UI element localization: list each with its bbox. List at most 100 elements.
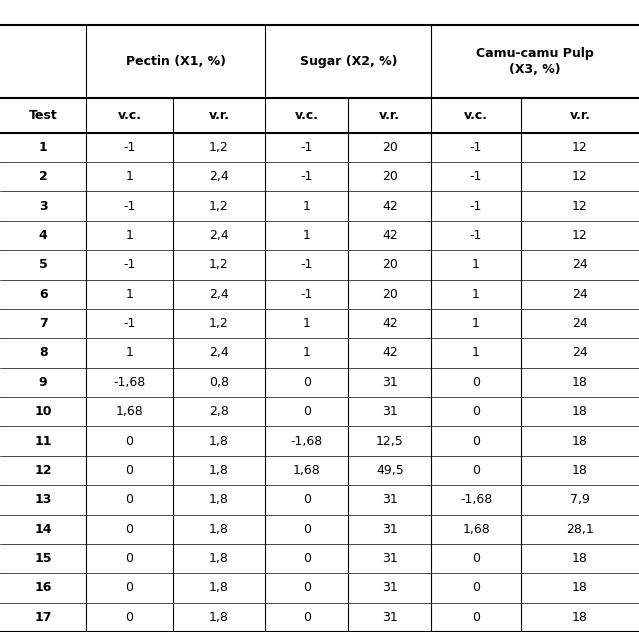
Text: 0: 0	[125, 464, 134, 477]
Text: 12: 12	[572, 141, 588, 154]
Text: 42: 42	[382, 229, 397, 242]
Text: v.r.: v.r.	[569, 109, 590, 122]
Text: 20: 20	[382, 141, 397, 154]
Text: 16: 16	[35, 581, 52, 595]
Text: 14: 14	[35, 523, 52, 536]
Text: -1: -1	[470, 141, 482, 154]
Text: -1: -1	[470, 200, 482, 212]
Text: 0: 0	[472, 435, 480, 447]
Text: 1,8: 1,8	[209, 581, 229, 595]
Text: 1: 1	[303, 317, 311, 330]
Text: 0: 0	[303, 494, 311, 506]
Text: 31: 31	[382, 376, 397, 389]
Text: -1: -1	[123, 258, 135, 271]
Text: -1: -1	[300, 288, 313, 301]
Text: -1: -1	[300, 258, 313, 271]
Text: v.c.: v.c.	[118, 109, 141, 122]
Text: 1: 1	[125, 346, 134, 360]
Text: 0: 0	[303, 581, 311, 595]
Text: 0: 0	[303, 523, 311, 536]
Text: -1,68: -1,68	[291, 435, 323, 447]
Text: 24: 24	[572, 288, 588, 301]
Text: -1,68: -1,68	[460, 494, 492, 506]
Text: 0: 0	[472, 611, 480, 624]
Text: 12: 12	[572, 170, 588, 183]
Text: v.c.: v.c.	[295, 109, 319, 122]
Text: 31: 31	[382, 494, 397, 506]
Text: 5: 5	[39, 258, 47, 271]
Text: 1,68: 1,68	[116, 405, 143, 418]
Text: 6: 6	[39, 288, 47, 301]
Text: 18: 18	[572, 552, 588, 565]
Text: 2,4: 2,4	[209, 288, 229, 301]
Text: 1,2: 1,2	[209, 141, 229, 154]
Text: 10: 10	[35, 405, 52, 418]
Text: 0,8: 0,8	[209, 376, 229, 389]
Text: 1: 1	[303, 229, 311, 242]
Text: 12,5: 12,5	[376, 435, 404, 447]
Text: 0: 0	[125, 523, 134, 536]
Text: 1,2: 1,2	[209, 200, 229, 212]
Text: 18: 18	[572, 435, 588, 447]
Text: 18: 18	[572, 611, 588, 624]
Text: 20: 20	[382, 288, 397, 301]
Text: 0: 0	[125, 581, 134, 595]
Text: -1,68: -1,68	[113, 376, 146, 389]
Text: 12: 12	[35, 464, 52, 477]
Text: 0: 0	[303, 405, 311, 418]
Text: 49,5: 49,5	[376, 464, 404, 477]
Text: -1: -1	[300, 170, 313, 183]
Text: 31: 31	[382, 611, 397, 624]
Text: 9: 9	[39, 376, 47, 389]
Text: 1,68: 1,68	[293, 464, 321, 477]
Text: Test: Test	[29, 109, 58, 122]
Text: -1: -1	[123, 317, 135, 330]
Text: v.c.: v.c.	[464, 109, 488, 122]
Text: -1: -1	[470, 170, 482, 183]
Text: 0: 0	[303, 552, 311, 565]
Text: 0: 0	[472, 581, 480, 595]
Text: 1,8: 1,8	[209, 523, 229, 536]
Text: 24: 24	[572, 317, 588, 330]
Text: 0: 0	[472, 405, 480, 418]
Text: 1: 1	[125, 288, 134, 301]
Text: 0: 0	[125, 494, 134, 506]
Text: v.r.: v.r.	[380, 109, 400, 122]
Text: 1,2: 1,2	[209, 258, 229, 271]
Text: 1,8: 1,8	[209, 494, 229, 506]
Text: Camu-camu Pulp
(X3, %): Camu-camu Pulp (X3, %)	[476, 47, 594, 76]
Text: 2: 2	[39, 170, 47, 183]
Text: 1,8: 1,8	[209, 552, 229, 565]
Text: 0: 0	[472, 464, 480, 477]
Text: 18: 18	[572, 376, 588, 389]
Text: 18: 18	[572, 581, 588, 595]
Text: 17: 17	[35, 611, 52, 624]
Text: 7: 7	[39, 317, 47, 330]
Text: 0: 0	[125, 552, 134, 565]
Text: 1,68: 1,68	[462, 523, 490, 536]
Text: -1: -1	[123, 141, 135, 154]
Text: 1: 1	[125, 229, 134, 242]
Text: 42: 42	[382, 317, 397, 330]
Text: 1: 1	[39, 141, 47, 154]
Text: 7,9: 7,9	[570, 494, 590, 506]
Text: 0: 0	[472, 552, 480, 565]
Text: 42: 42	[382, 200, 397, 212]
Text: 8: 8	[39, 346, 47, 360]
Text: v.r.: v.r.	[208, 109, 229, 122]
Text: 42: 42	[382, 346, 397, 360]
Text: 11: 11	[35, 435, 52, 447]
Text: 13: 13	[35, 494, 52, 506]
Text: 18: 18	[572, 405, 588, 418]
Text: 12: 12	[572, 229, 588, 242]
Text: 3: 3	[39, 200, 47, 212]
Text: 24: 24	[572, 258, 588, 271]
Text: 1: 1	[303, 200, 311, 212]
Text: -1: -1	[123, 200, 135, 212]
Text: 24: 24	[572, 346, 588, 360]
Text: 31: 31	[382, 523, 397, 536]
Text: 1: 1	[472, 258, 480, 271]
Text: Sugar (X2, %): Sugar (X2, %)	[300, 55, 397, 68]
Text: 1: 1	[472, 317, 480, 330]
Text: 1: 1	[472, 346, 480, 360]
